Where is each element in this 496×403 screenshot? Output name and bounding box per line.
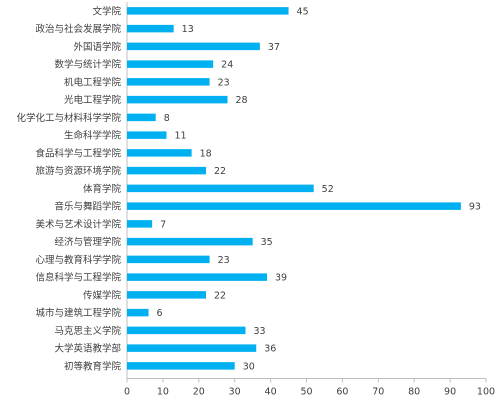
bar xyxy=(127,42,260,51)
bar xyxy=(127,149,192,157)
bar xyxy=(127,308,149,317)
category-label: 美术与艺术设计学院 xyxy=(35,218,121,230)
data-label: 35 xyxy=(261,237,273,248)
x-tick-label: 40 xyxy=(265,387,277,398)
bar xyxy=(127,255,210,264)
bar xyxy=(127,24,174,33)
x-tick-label: 30 xyxy=(229,387,241,398)
bar xyxy=(127,78,210,86)
bar xyxy=(127,362,235,370)
data-label: 13 xyxy=(182,24,194,35)
data-label: 8 xyxy=(164,113,170,124)
data-label: 28 xyxy=(236,95,248,106)
category-label: 城市与建筑工程学院 xyxy=(35,307,121,319)
x-tick-label: 50 xyxy=(300,387,312,398)
x-tick-label: 60 xyxy=(336,387,348,398)
category-label: 文学院 xyxy=(92,5,121,17)
data-label: 30 xyxy=(243,361,255,372)
data-label: 7 xyxy=(160,219,166,230)
category-label: 光电工程学院 xyxy=(64,94,122,106)
data-label: 93 xyxy=(469,202,481,213)
data-label: 52 xyxy=(322,184,334,195)
x-tick-label: 10 xyxy=(157,387,169,398)
x-tick-label: 70 xyxy=(372,387,384,398)
x-tick-label: 80 xyxy=(408,387,420,398)
bar xyxy=(127,344,257,352)
category-label: 食品科学与工程学院 xyxy=(35,147,121,159)
category-label: 体育学院 xyxy=(83,183,122,195)
category-label: 生命科学学院 xyxy=(64,130,122,142)
category-label: 旅游与资源环境学院 xyxy=(35,165,121,177)
data-label: 36 xyxy=(264,344,276,355)
bar xyxy=(127,220,153,228)
category-label: 音乐与舞蹈学院 xyxy=(54,201,121,213)
data-label: 33 xyxy=(253,326,265,337)
bar xyxy=(127,131,167,139)
category-label: 政治与社会发展学院 xyxy=(35,23,121,35)
bar xyxy=(127,7,289,15)
category-label: 心理与教育科学学院 xyxy=(35,254,121,266)
data-label: 22 xyxy=(214,166,226,177)
bar xyxy=(127,202,461,210)
x-tick-label: 0 xyxy=(124,387,130,398)
bar xyxy=(127,237,253,246)
bar xyxy=(127,184,314,193)
data-label: 24 xyxy=(221,60,233,71)
data-label: 22 xyxy=(214,290,226,301)
category-label: 机电工程学院 xyxy=(64,76,122,88)
category-label: 传媒学院 xyxy=(83,289,122,301)
category-label: 信息科学与工程学院 xyxy=(35,272,121,284)
data-label: 18 xyxy=(200,148,212,159)
bar xyxy=(127,60,214,68)
bar xyxy=(127,95,228,104)
category-label: 经济与管理学院 xyxy=(54,236,121,248)
category-label: 化学化工与材料科学学院 xyxy=(16,112,121,124)
x-tick-label: 90 xyxy=(444,387,456,398)
data-label: 39 xyxy=(275,273,287,284)
category-label: 外国语学院 xyxy=(73,41,121,53)
x-tick-label: 20 xyxy=(193,387,205,398)
category-label: 数学与统计学院 xyxy=(54,59,121,71)
bar xyxy=(127,273,268,281)
category-label: 马克思主义学院 xyxy=(54,325,121,337)
bar xyxy=(127,113,156,122)
x-tick-label: 100 xyxy=(477,387,495,398)
data-label: 6 xyxy=(157,308,163,319)
data-label: 23 xyxy=(218,77,230,88)
data-label: 11 xyxy=(174,131,186,142)
bar xyxy=(127,166,206,175)
data-label: 37 xyxy=(268,42,280,53)
bar xyxy=(127,326,246,335)
data-label: 23 xyxy=(218,255,230,266)
data-label: 45 xyxy=(297,6,309,17)
category-label: 初等教育学院 xyxy=(64,360,122,372)
bar xyxy=(127,291,206,299)
category-label: 大学英语教学部 xyxy=(54,343,121,355)
